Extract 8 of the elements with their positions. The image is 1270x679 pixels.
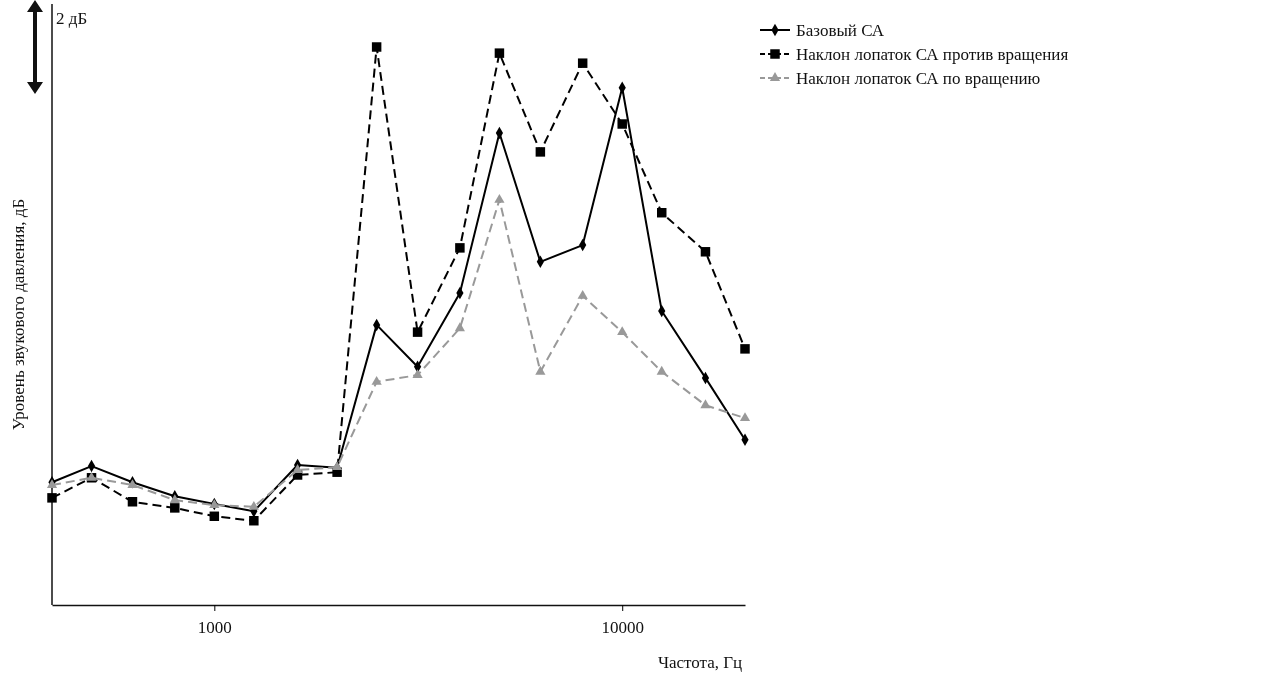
legend-label: Базовый СА xyxy=(796,21,885,40)
legend-label: Наклон лопаток СА против вращения xyxy=(796,45,1069,64)
y-axis-title: Уровень звукового давления, дБ xyxy=(9,198,28,431)
text: 2 дБ xyxy=(56,9,88,28)
x-axis-title: Частота, Гц xyxy=(657,653,743,672)
legend-label: Наклон лопаток СА по вращению xyxy=(796,69,1041,88)
x-tick-label: 1000 xyxy=(197,617,232,637)
x-tick-label: 10000 xyxy=(601,617,644,637)
